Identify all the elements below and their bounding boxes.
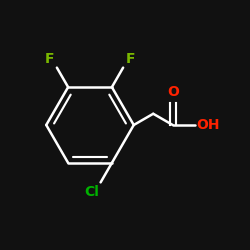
Text: Cl: Cl [84, 185, 99, 199]
Text: OH: OH [196, 118, 220, 132]
Text: F: F [45, 52, 54, 66]
Text: F: F [126, 52, 135, 66]
Text: O: O [167, 85, 179, 99]
